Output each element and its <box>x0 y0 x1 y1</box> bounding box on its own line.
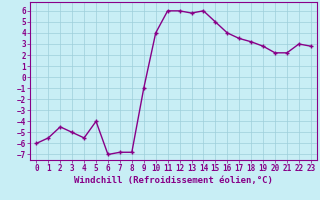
X-axis label: Windchill (Refroidissement éolien,°C): Windchill (Refroidissement éolien,°C) <box>74 176 273 185</box>
